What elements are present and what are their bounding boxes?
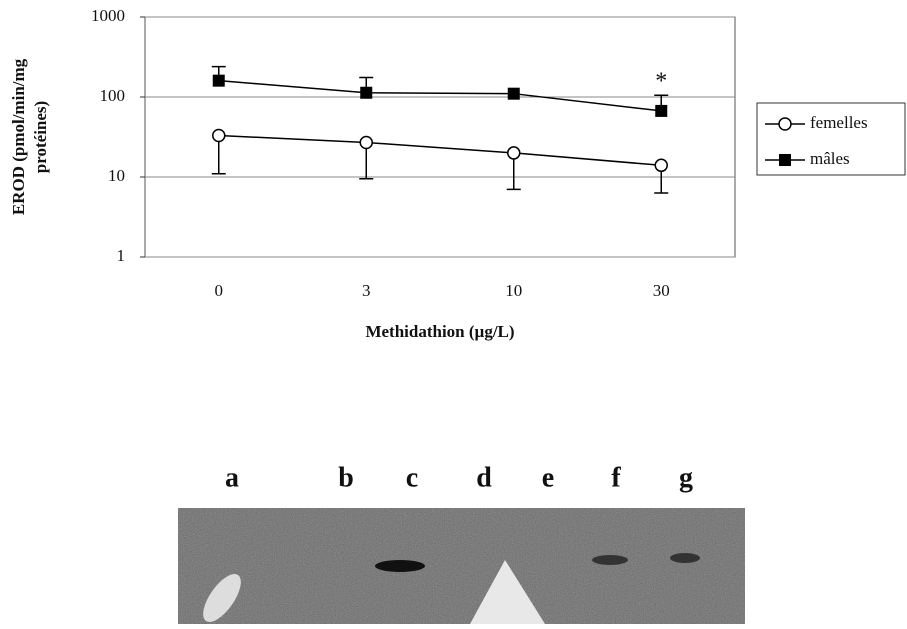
y-label-line: EROD (pmol/min/mg: [9, 58, 28, 215]
gel-band: [670, 553, 700, 563]
lane-label: e: [542, 462, 554, 493]
series-line: [218, 79, 662, 112]
legend-marker: [779, 154, 791, 166]
y-axis-label: EROD (pmol/min/mg protéines): [9, 58, 50, 215]
lane-label: c: [406, 462, 418, 493]
gel-artifact: [203, 574, 241, 622]
x-tick-label: 3: [362, 281, 371, 300]
annotation: *: [655, 68, 667, 94]
point: [212, 128, 226, 143]
legend-label: mâles: [810, 149, 850, 168]
x-tick-label: 10: [505, 281, 522, 300]
point: [212, 74, 225, 87]
series-line: [218, 134, 662, 167]
plot-area: [144, 16, 736, 258]
point: [655, 104, 668, 117]
gel-texture: [178, 508, 745, 624]
legend-label: femelles: [810, 113, 868, 132]
x-axis-label: Methidathion (µg/L): [365, 322, 514, 341]
point: [654, 158, 668, 173]
lane-label: g: [679, 462, 693, 493]
y-tick-label: 10: [108, 166, 125, 185]
gel-image: [178, 508, 745, 624]
y-tick-label: 1000: [91, 6, 125, 25]
point: [359, 135, 373, 150]
point: [360, 86, 373, 99]
gel-band: [592, 555, 628, 565]
gel-artifact: [470, 560, 545, 624]
lane-label: f: [611, 462, 621, 493]
x-tick-label: 0: [215, 281, 224, 300]
lane-label: a: [225, 462, 239, 493]
y-tick-label: 1: [117, 246, 126, 265]
y-label-line: protéines): [31, 101, 50, 173]
y-tick-label: 100: [100, 86, 126, 105]
point: [507, 146, 521, 160]
legend-marker: [778, 117, 792, 131]
point: [507, 87, 520, 100]
lane-label: d: [476, 462, 492, 493]
gel-band: [375, 560, 425, 572]
lane-label: b: [338, 462, 354, 493]
x-tick-label: 30: [653, 281, 670, 300]
